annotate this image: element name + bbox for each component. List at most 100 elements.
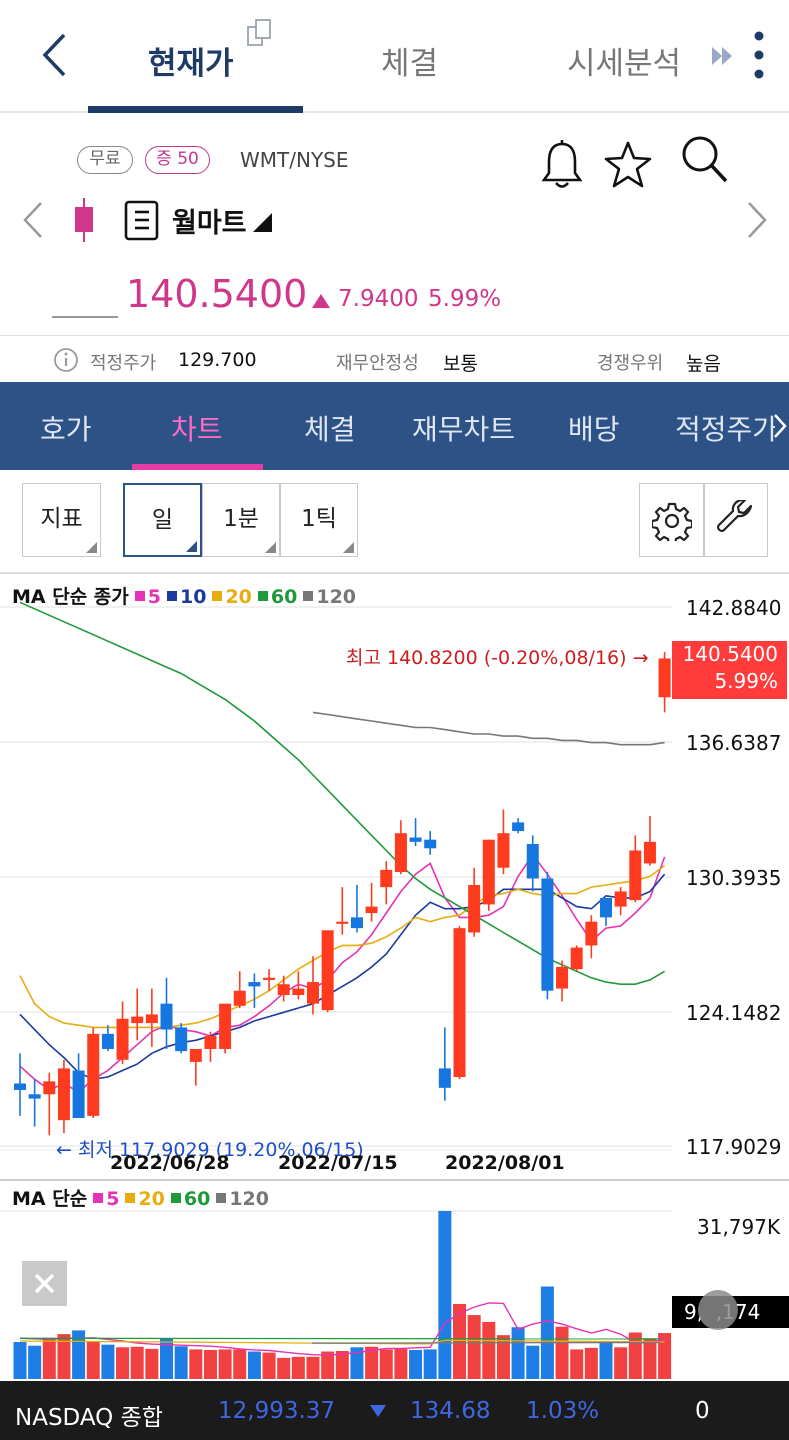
ma-line-120 — [312, 711, 665, 746]
price-chart[interactable] — [0, 572, 789, 1380]
candle-body-20 — [307, 982, 319, 1004]
candle-body-39 — [585, 921, 598, 946]
menu-kebab-icon[interactable] — [750, 28, 768, 82]
high-annotation: 최고 140.8200 (-0.20%,08/16) → — [346, 647, 649, 669]
index-change: 134.68 — [410, 1398, 491, 1424]
subtab-active-indicator — [132, 464, 263, 470]
ma-line-60 — [19, 601, 666, 985]
stock-dropdown-icon[interactable] — [252, 212, 274, 234]
price-change: 7.9400 — [338, 286, 419, 312]
subtab-more-icon[interactable] — [772, 412, 788, 440]
candle-body-38 — [570, 947, 583, 970]
close-overlay-button[interactable] — [22, 1261, 67, 1306]
volume-bar-19 — [291, 1356, 305, 1379]
current-price-tag: 140.5400 5.99% — [672, 641, 787, 699]
legend-ma-60: 60 — [257, 586, 297, 608]
y-tick-3: 124.1482 — [686, 1001, 782, 1025]
volume-bar-7 — [116, 1347, 130, 1379]
more-tabs-icon[interactable] — [710, 44, 736, 68]
volume-bar-0 — [13, 1342, 27, 1379]
active-tab-indicator — [88, 106, 303, 113]
price-placeholder-line — [52, 316, 118, 318]
candle-body-22 — [336, 921, 349, 924]
volume-bar-43 — [643, 1339, 657, 1379]
candle-body-1 — [28, 1094, 41, 1099]
volume-bar-39 — [584, 1347, 598, 1379]
candle-body-43 — [643, 841, 656, 864]
volume-bar-30 — [453, 1303, 466, 1379]
candle-body-21 — [321, 930, 334, 1011]
candle-body-40 — [600, 897, 612, 918]
fair-value-label: 적정주가 — [90, 353, 157, 374]
prev-stock-icon[interactable] — [20, 200, 46, 240]
candle-body-11 — [175, 1027, 188, 1052]
volume-bar-2 — [42, 1338, 56, 1379]
volume-bar-27 — [409, 1349, 423, 1379]
tab-trades[interactable]: 체결 — [381, 46, 439, 82]
subtab-dividend[interactable]: 배당 — [568, 413, 620, 446]
current-price-tag-pct: 5.99% — [714, 669, 778, 693]
period-1min-button[interactable]: 1분 — [202, 483, 280, 557]
volume-bar-40 — [599, 1342, 613, 1379]
market-index-bar[interactable]: NASDAQ 종합 12,993.37 134.68 1.03% 0 — [0, 1381, 789, 1440]
volume-bar-44 — [658, 1333, 672, 1379]
candle-body-3 — [57, 1068, 70, 1121]
wrench-icon — [717, 498, 753, 532]
legend-ma-20: 20 — [125, 1188, 165, 1210]
indicator-button[interactable]: 지표 — [22, 483, 101, 557]
candle-body-27 — [409, 837, 422, 842]
volume-bar-6 — [101, 1344, 115, 1379]
volume-bar-25 — [379, 1349, 393, 1379]
legend-ma-10: 10 — [167, 586, 206, 608]
subtab-chart[interactable]: 차트 — [171, 413, 223, 446]
price-ma-legend: MA 단순 종가 5 10 20 60 120 — [12, 582, 362, 609]
subtab-financial-chart[interactable]: 재무차트 — [412, 413, 516, 446]
volume-bar-23 — [350, 1347, 364, 1379]
legend-ma-5: 5 — [134, 586, 161, 608]
tab-market-analysis[interactable]: 시세분석 — [567, 46, 682, 82]
touch-indicator — [698, 1290, 738, 1330]
candle-body-7 — [116, 1018, 129, 1060]
volume-bar-12 — [189, 1349, 203, 1379]
volume-bar-38 — [570, 1349, 584, 1379]
volume-bar-32 — [482, 1321, 496, 1379]
candle-body-15 — [233, 990, 246, 1006]
volume-bar-24 — [365, 1346, 379, 1379]
chart-top-divider — [0, 572, 789, 574]
stock-name[interactable]: 월마트 — [172, 208, 247, 239]
volume-bar-1 — [28, 1345, 42, 1379]
back-arrow-icon[interactable] — [40, 32, 70, 78]
chart-settings-button[interactable] — [639, 483, 704, 557]
volume-ma-line-60 — [19, 1337, 661, 1340]
copy-window-icon[interactable] — [246, 18, 274, 48]
subtab-trades[interactable]: 체결 — [304, 413, 356, 446]
period-1tick-button[interactable]: 1틱 — [280, 483, 358, 557]
chart-tools-button[interactable] — [704, 483, 768, 557]
subtab-fair-value[interactable]: 적정주가 — [675, 413, 775, 446]
period-day-button[interactable]: 일 — [123, 483, 202, 557]
volume-bar-34 — [511, 1327, 525, 1379]
subtab-orderbook[interactable]: 호가 — [40, 413, 92, 446]
volume-bar-35 — [526, 1345, 540, 1379]
candle-body-28 — [424, 839, 437, 849]
gear-icon — [650, 502, 693, 546]
volume-bar-42 — [628, 1332, 642, 1379]
legend-ma-120: 120 — [303, 586, 356, 608]
legend-ma-20: 20 — [212, 586, 252, 608]
volume-bar-4 — [72, 1330, 86, 1379]
document-icon[interactable] — [124, 200, 160, 242]
candle-body-24 — [365, 906, 378, 914]
volume-ma-legend: MA 단순 5 20 60 120 — [12, 1184, 275, 1211]
search-icon[interactable] — [680, 134, 730, 186]
fundamental-info-row: 적정주가 129.700 재무안정성 보통 경쟁우위 높음 — [0, 335, 789, 382]
info-icon[interactable] — [53, 347, 79, 373]
current-price: 140.5400 — [126, 272, 308, 316]
bell-icon[interactable] — [540, 138, 584, 192]
favorite-star-icon[interactable] — [604, 140, 652, 190]
stability-value: 보통 — [443, 353, 478, 375]
candle-body-19 — [292, 988, 305, 996]
tab-current-price[interactable]: 현재가 — [148, 46, 234, 82]
margin-badge: 증 50 — [145, 146, 210, 174]
candle-body-5 — [87, 1033, 100, 1116]
next-stock-icon[interactable] — [744, 200, 770, 240]
